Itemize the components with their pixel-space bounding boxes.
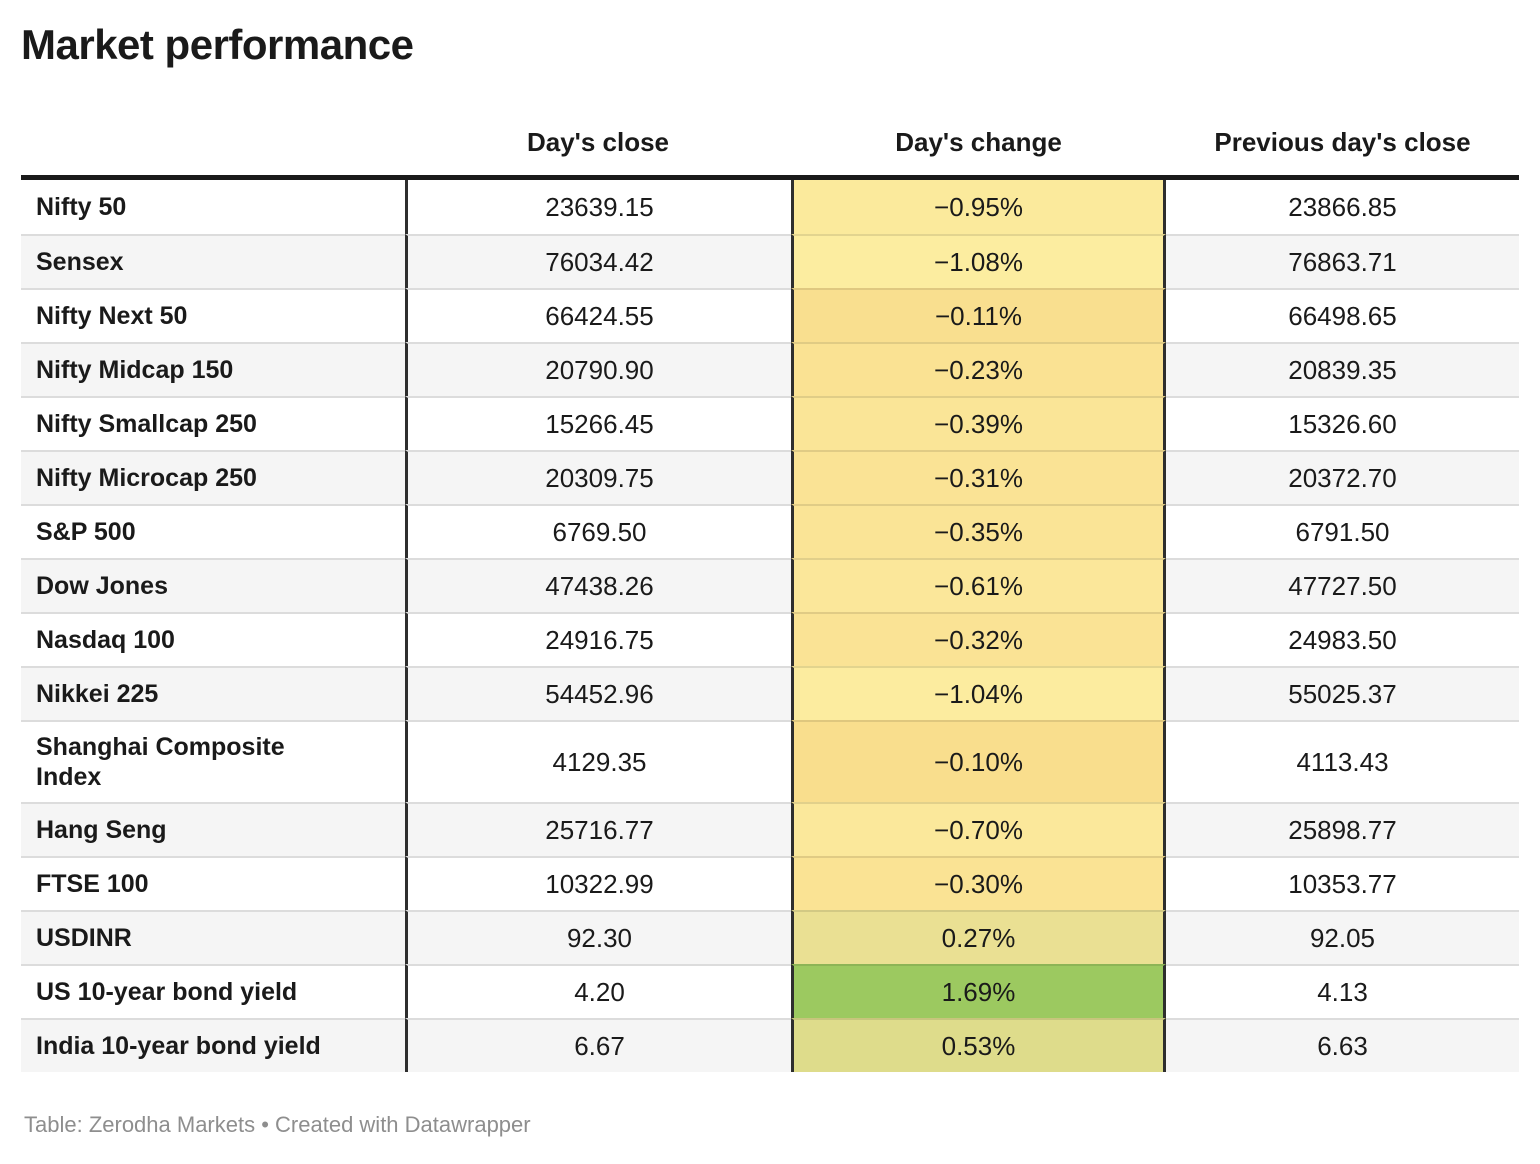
page-title: Market performance <box>21 21 414 68</box>
days-change-cell: −1.04% <box>791 666 1166 721</box>
row-label: USDINR <box>21 910 405 964</box>
days-close-value: 23639.15 <box>405 180 791 235</box>
table-row: India 10-year bond yield 6.67 0.53% 6.63 <box>21 1018 1519 1073</box>
days-change-cell: −0.61% <box>791 558 1166 613</box>
table-row: USDINR 92.30 0.27% 92.05 <box>21 910 1519 965</box>
market-performance-table-widget: Market performance Day's close Day's cha… <box>0 21 1540 1138</box>
table-row: Shanghai Composite Index 4129.35 −0.10% … <box>21 720 1519 803</box>
table-header-row: Day's close Day's change Previous day's … <box>21 68 1519 181</box>
table-body: Nifty 50 23639.15 −0.95% 23866.85 Sensex… <box>21 180 1519 1073</box>
days-close-value: 10322.99 <box>405 856 791 911</box>
days-change-cell: −0.95% <box>791 180 1166 235</box>
row-label: Nikkei 225 <box>21 666 405 720</box>
days-close-value: 4.20 <box>405 964 791 1019</box>
days-change-cell: −0.30% <box>791 856 1166 911</box>
days-change-cell: 0.53% <box>791 1018 1166 1073</box>
row-label: US 10-year bond yield <box>21 964 405 1018</box>
row-label: India 10-year bond yield <box>21 1018 405 1072</box>
column-header-previous-days-close: Previous day's close <box>1214 127 1471 158</box>
days-close-value: 6.67 <box>405 1018 791 1073</box>
days-close-value: 54452.96 <box>405 666 791 721</box>
previous-close-value: 24983.50 <box>1166 612 1519 666</box>
days-change-cell: −0.35% <box>791 504 1166 559</box>
days-close-value: 4129.35 <box>405 720 791 803</box>
previous-close-value: 47727.50 <box>1166 558 1519 612</box>
row-label: Hang Seng <box>21 802 405 856</box>
previous-close-value: 4113.43 <box>1166 720 1519 802</box>
table-row: Nifty Next 50 66424.55 −0.11% 66498.65 <box>21 288 1519 343</box>
market-table: Day's close Day's change Previous day's … <box>21 68 1519 1073</box>
row-label: Sensex <box>21 234 405 288</box>
days-close-value: 6769.50 <box>405 504 791 559</box>
previous-close-value: 55025.37 <box>1166 666 1519 720</box>
row-label: Nifty Midcap 150 <box>21 342 405 396</box>
days-change-cell: 1.69% <box>791 964 1166 1019</box>
days-change-cell: −1.08% <box>791 234 1166 289</box>
previous-close-value: 6791.50 <box>1166 504 1519 558</box>
row-label: Nifty Next 50 <box>21 288 405 342</box>
days-close-value: 66424.55 <box>405 288 791 343</box>
previous-close-value: 20372.70 <box>1166 450 1519 504</box>
column-header-days-close: Day's close <box>526 127 670 158</box>
days-change-cell: −0.23% <box>791 342 1166 397</box>
previous-close-value: 25898.77 <box>1166 802 1519 856</box>
table-row: Dow Jones 47438.26 −0.61% 47727.50 <box>21 558 1519 613</box>
days-change-cell: −0.31% <box>791 450 1166 505</box>
row-label: FTSE 100 <box>21 856 405 910</box>
days-close-value: 76034.42 <box>405 234 791 289</box>
table-row: US 10-year bond yield 4.20 1.69% 4.13 <box>21 964 1519 1019</box>
previous-close-value: 92.05 <box>1166 910 1519 964</box>
days-change-cell: −0.32% <box>791 612 1166 667</box>
days-change-cell: −0.11% <box>791 288 1166 343</box>
days-close-value: 15266.45 <box>405 396 791 451</box>
table-row: Nifty Smallcap 250 15266.45 −0.39% 15326… <box>21 396 1519 451</box>
row-label: Nifty Microcap 250 <box>21 450 405 504</box>
table-row: Nifty Midcap 150 20790.90 −0.23% 20839.3… <box>21 342 1519 397</box>
column-header-empty <box>21 158 405 175</box>
attribution-footer: Table: Zerodha Markets • Created with Da… <box>24 1112 531 1138</box>
days-close-value: 20309.75 <box>405 450 791 505</box>
table-row: Nifty 50 23639.15 −0.95% 23866.85 <box>21 180 1519 235</box>
column-header-days-change: Day's change <box>895 127 1062 158</box>
previous-close-value: 23866.85 <box>1288 192 1397 223</box>
table-row: FTSE 100 10322.99 −0.30% 10353.77 <box>21 856 1519 911</box>
days-change-cell: −0.10% <box>791 720 1166 803</box>
row-label: S&P 500 <box>21 504 405 558</box>
row-label: Nifty 50 <box>36 193 127 222</box>
table-row: S&P 500 6769.50 −0.35% 6791.50 <box>21 504 1519 559</box>
days-close-value: 47438.26 <box>405 558 791 613</box>
previous-close-value: 66498.65 <box>1166 288 1519 342</box>
days-close-value: 20790.90 <box>405 342 791 397</box>
row-label: Nasdaq 100 <box>21 612 405 666</box>
days-close-value: 24916.75 <box>405 612 791 667</box>
days-close-value: 25716.77 <box>405 802 791 857</box>
days-close-value: 92.30 <box>405 910 791 965</box>
days-change-cell: −0.39% <box>791 396 1166 451</box>
days-change-cell: 0.27% <box>791 910 1166 965</box>
row-label: Nifty Smallcap 250 <box>21 396 405 450</box>
days-change-cell: −0.70% <box>791 802 1166 857</box>
previous-close-value: 76863.71 <box>1166 234 1519 288</box>
previous-close-value: 6.63 <box>1166 1018 1519 1072</box>
table-row: Sensex 76034.42 −1.08% 76863.71 <box>21 234 1519 289</box>
previous-close-value: 15326.60 <box>1166 396 1519 450</box>
table-row: Nikkei 225 54452.96 −1.04% 55025.37 <box>21 666 1519 721</box>
previous-close-value: 20839.35 <box>1166 342 1519 396</box>
row-label: Shanghai Composite Index <box>21 720 405 802</box>
table-row: Hang Seng 25716.77 −0.70% 25898.77 <box>21 802 1519 857</box>
table-row: Nifty Microcap 250 20309.75 −0.31% 20372… <box>21 450 1519 505</box>
row-label: Dow Jones <box>21 558 405 612</box>
previous-close-value: 10353.77 <box>1166 856 1519 910</box>
table-row: Nasdaq 100 24916.75 −0.32% 24983.50 <box>21 612 1519 667</box>
previous-close-value: 4.13 <box>1166 964 1519 1018</box>
